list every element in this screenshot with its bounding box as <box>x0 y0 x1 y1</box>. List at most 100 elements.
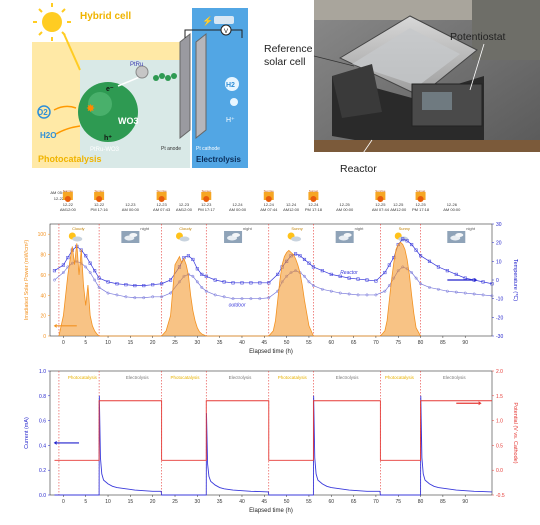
current-line <box>54 395 493 496</box>
weather-marker: night <box>335 226 365 243</box>
outdoor-point <box>387 284 391 288</box>
y-tick-label: 80 <box>40 253 46 259</box>
outdoor-point <box>191 274 195 278</box>
reactor-point <box>490 282 494 286</box>
x-tick-label: 65 <box>351 499 357 505</box>
x-axis-label: Elapsed time (h) <box>249 349 293 355</box>
outdoor-point <box>231 297 235 301</box>
weather-label: Cloudy <box>72 226 84 231</box>
solar-temperature-chart: AM 05:3012-22Sunrise12-22AM12:00Sunset12… <box>24 189 518 355</box>
y2-tick-label: 0.0 <box>496 468 503 474</box>
electrolysis-phase-label: Electrolysis <box>126 375 150 380</box>
outdoor-point <box>222 295 226 299</box>
event-date-label: 12-24 <box>232 202 243 207</box>
reactor-point <box>481 280 485 284</box>
y2-tick-label: 2.0 <box>496 369 503 375</box>
reactor-point <box>97 276 101 280</box>
reactor-temperature-line <box>54 238 493 286</box>
event-date-label: 12-24 <box>308 202 319 207</box>
reactor-point <box>410 242 414 247</box>
x-tick-label: 80 <box>418 340 424 346</box>
x-tick-label: 30 <box>195 340 201 346</box>
outdoor-point <box>445 289 449 293</box>
y-tick-label: 40 <box>40 293 46 299</box>
x-tick-label: 75 <box>395 340 401 346</box>
outdoor-point <box>258 297 262 301</box>
photocatalysis-phase-label: Photocatalysis <box>68 375 98 380</box>
ptru-wo3-label: PtRu-WO3 <box>90 147 120 153</box>
event-date-label: 12-23 <box>201 202 212 207</box>
svg-text:V: V <box>224 29 228 35</box>
solar-power-area <box>58 242 421 336</box>
h2o-molecule-icon: H2O <box>40 131 56 140</box>
x-tick-label: 0 <box>62 340 65 346</box>
weather-label: Sunny <box>399 226 410 231</box>
outdoor-point <box>204 289 208 293</box>
event-time-label: AM12:00 <box>176 207 193 212</box>
photocatalysis-phase-label: Photocatalysis <box>278 375 308 380</box>
outdoor-point <box>97 286 101 289</box>
weather-marker: night <box>224 226 253 243</box>
y2-tick-label: -10 <box>496 297 503 303</box>
event-date-label: 12-26 <box>447 202 458 207</box>
sunset-label: Sunset <box>94 189 104 193</box>
outdoor-point <box>151 295 155 299</box>
reactor-point <box>419 254 423 258</box>
reactor-point <box>258 281 262 285</box>
sunset-label: Sunset <box>416 189 426 193</box>
photocatalysis-phase-label: Photocatalysis <box>171 375 201 380</box>
x-tick-label: 0 <box>62 499 65 505</box>
svg-text:O2: O2 <box>37 108 48 117</box>
x-tick-label: 90 <box>462 340 468 346</box>
outdoor-point <box>356 293 360 297</box>
x-tick-label: 40 <box>239 499 245 505</box>
reactor-point <box>213 278 217 282</box>
weather-marker: night <box>121 226 150 243</box>
outdoor-point <box>320 287 324 291</box>
y-axis-label: Irradiated Solar Power (mW/cm²) <box>24 240 30 321</box>
reactor-point <box>320 269 324 273</box>
hole-label: h⁺ <box>104 135 112 142</box>
weather-marker: night <box>447 226 476 243</box>
y2-axis-label: Temperature (℃) <box>512 259 518 301</box>
outdoor-point <box>213 293 217 297</box>
star-icon: ✸ <box>86 103 95 115</box>
weather-label: night <box>355 226 365 231</box>
x-tick-label: 10 <box>105 499 111 505</box>
reactor-point <box>294 252 298 256</box>
outdoor-point <box>481 293 485 297</box>
x-tick-label: 65 <box>351 340 357 346</box>
x-tick-label: 80 <box>418 499 424 505</box>
event-date-label: 12-24 <box>264 202 275 207</box>
event-time-label: PM 17:17 <box>198 207 216 212</box>
outdoor-point <box>329 289 333 293</box>
reactor-point <box>414 248 418 252</box>
weather-marker: Cloudy <box>68 226 85 242</box>
x-tick-label: 5 <box>84 499 87 505</box>
x-tick-label: 45 <box>262 499 268 505</box>
reactor-point <box>204 274 208 278</box>
reactor-point <box>240 281 244 285</box>
event-time-label: AM12:00 <box>390 207 407 212</box>
hybrid-cell-schematic: Hybrid cell WO3 e⁻ h⁺ ✸ PtRu PtRu-WO3 O2… <box>20 0 250 170</box>
y2-tick-label: -0.5 <box>496 493 505 499</box>
y2-tick-label: 30 <box>496 222 502 228</box>
reactor-point <box>160 282 164 286</box>
x-tick-label: 10 <box>105 340 111 346</box>
y-tick-label: 0.0 <box>39 493 46 499</box>
outdoor-point <box>195 280 199 284</box>
reactor-annotation: Reactor <box>340 270 358 276</box>
pt-anode-label: Pt anode <box>161 146 181 152</box>
reactor-point <box>365 278 369 282</box>
x-tick-label: 40 <box>239 340 245 346</box>
sunset-label: Sunset <box>202 189 212 193</box>
x-tick-label: 55 <box>306 499 312 505</box>
pt-cathode-label: Pt cathode <box>196 146 220 152</box>
reference-line-1: Reference <box>264 43 313 55</box>
reactor-label: Reactor <box>340 163 377 175</box>
y-tick-label: 0.2 <box>39 468 46 474</box>
x-tick-label: 35 <box>217 499 223 505</box>
outdoor-point <box>472 292 476 296</box>
cloud-icon <box>291 236 302 242</box>
